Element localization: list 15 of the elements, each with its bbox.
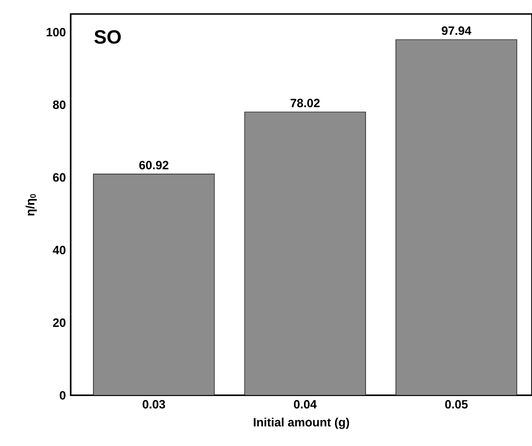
y-tick-label: 40	[52, 246, 66, 254]
x-tick-label: 0.03	[142, 400, 166, 409]
y-tick-label: 100	[46, 28, 66, 36]
x-tick-label: 0.04	[294, 400, 317, 409]
data-label: 60.92	[139, 160, 168, 170]
annotation: SO	[94, 30, 121, 44]
y-tick-label: 0	[60, 391, 66, 400]
y-axis-title: η/η$_{0}$	[26, 194, 37, 216]
y-tick-label: 80	[52, 100, 66, 110]
y-tick-label: 60	[53, 173, 66, 182]
x-tick-label: 0.05	[445, 400, 468, 409]
y-tick-label: 20	[53, 318, 66, 327]
data-label: 78.02	[290, 98, 320, 108]
x-axis-title: Initial amount (g)	[254, 418, 350, 429]
data-label: 97.94	[442, 26, 472, 35]
